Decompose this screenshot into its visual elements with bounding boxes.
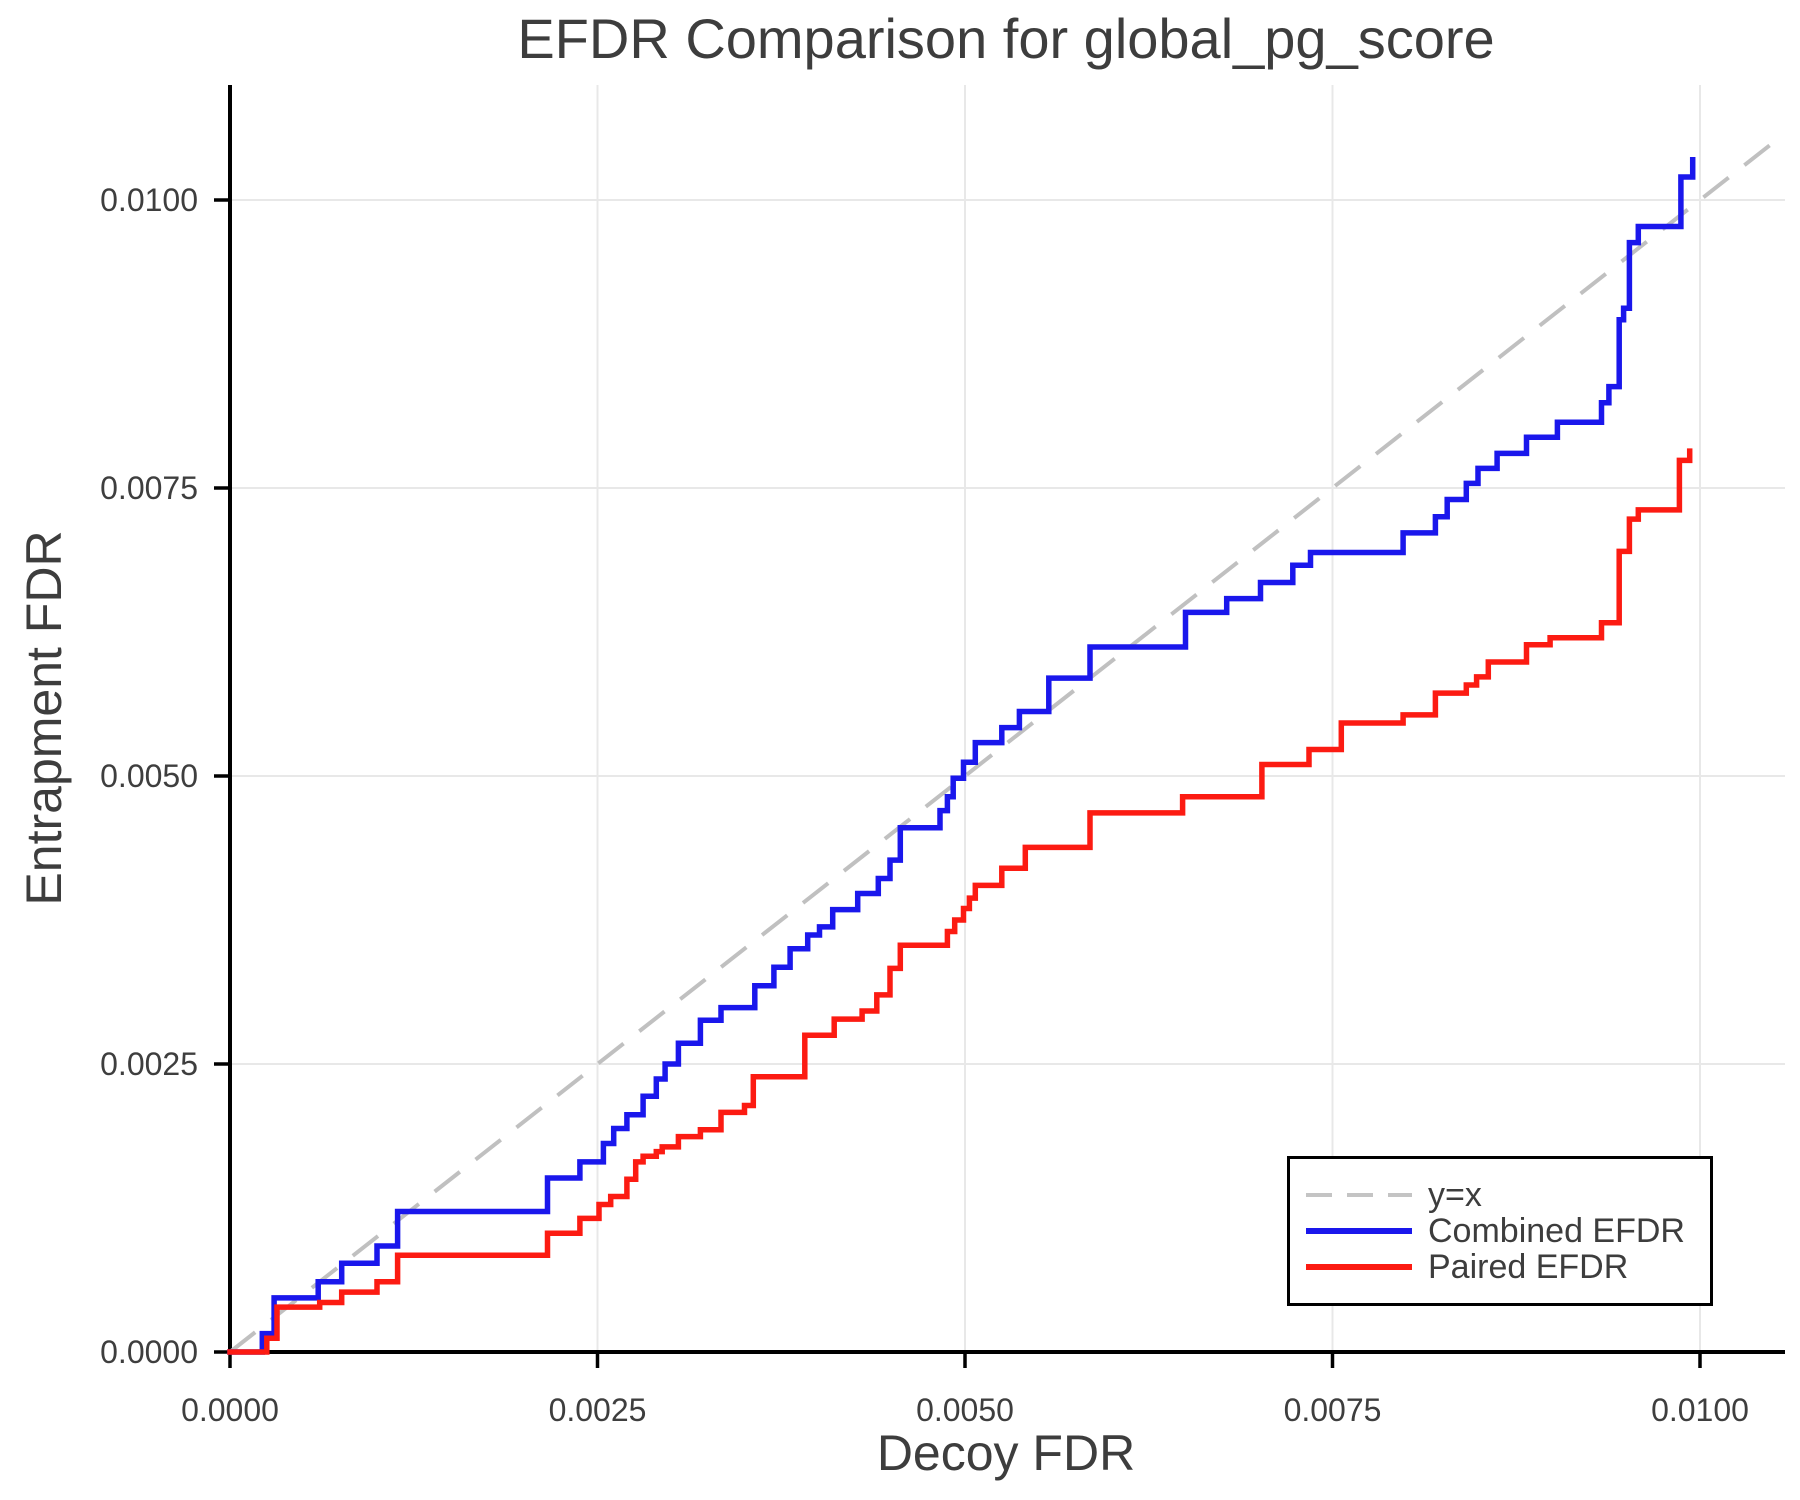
chart-title: EFDR Comparison for global_pg_score <box>517 7 1495 70</box>
x-axis-label: Decoy FDR <box>876 1425 1136 1481</box>
legend-item-yx: y=x <box>1306 1177 1700 1213</box>
legend-label-yx: y=x <box>1428 1176 1482 1214</box>
legend-label-paired-efdr: Paired EFDR <box>1428 1248 1629 1286</box>
y-tick-label: 0.0100 <box>100 182 198 218</box>
legend-item-combined-efdr: Combined EFDR <box>1306 1213 1700 1249</box>
series-line-paired-efdr <box>227 448 1693 1355</box>
y-tick-label: 0.0000 <box>100 1334 198 1370</box>
x-tick-label: 0.0050 <box>916 1392 1014 1428</box>
y-tick-label: 0.0025 <box>100 1046 198 1082</box>
y-axis-label: Entrapment FDR <box>16 530 72 906</box>
yx-line-swatch <box>1306 1193 1412 1197</box>
x-tick-label: 0.0075 <box>1284 1392 1382 1428</box>
combined-efdr-line-swatch <box>1306 1228 1412 1234</box>
x-tick-label: 0.0000 <box>181 1392 279 1428</box>
legend: y=x Combined EFDR Paired EFDR <box>1287 1156 1713 1306</box>
y-tick-label: 0.0050 <box>100 758 198 794</box>
x-tick-label: 0.0100 <box>1651 1392 1749 1428</box>
x-tick-label: 0.0025 <box>549 1392 647 1428</box>
series-line-combined-efdr <box>227 156 1696 1355</box>
legend-label-combined-efdr: Combined EFDR <box>1428 1212 1685 1250</box>
series-line-y-x <box>228 140 1775 1354</box>
y-tick-label: 0.0075 <box>100 470 198 506</box>
legend-item-paired-efdr: Paired EFDR <box>1306 1249 1700 1285</box>
paired-efdr-line-swatch <box>1306 1264 1412 1270</box>
